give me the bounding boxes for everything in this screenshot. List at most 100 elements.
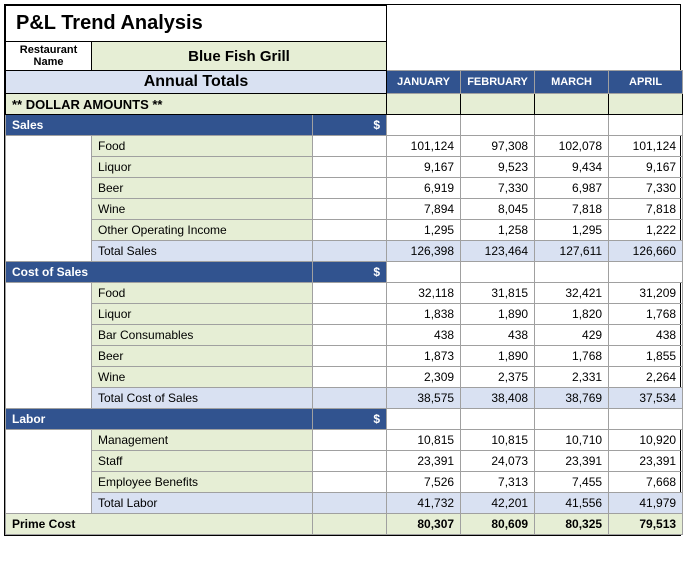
line-value: 7,526 <box>387 472 461 493</box>
line-label: Liquor <box>92 157 313 178</box>
pnl-table-wrap: P&L Trend Analysis Restaurant Name Blue … <box>4 4 681 536</box>
line-value: 1,873 <box>387 346 461 367</box>
line-value: 7,668 <box>609 472 683 493</box>
line-label: Wine <box>92 367 313 388</box>
line-value: 1,295 <box>387 220 461 241</box>
line-value: 1,768 <box>609 304 683 325</box>
line-value: 7,330 <box>609 178 683 199</box>
month-head: APRIL <box>609 71 683 94</box>
blank <box>609 262 683 283</box>
blank <box>313 388 387 409</box>
line-value: 10,815 <box>461 430 535 451</box>
blank <box>535 262 609 283</box>
blank <box>313 325 387 346</box>
line-value: 32,421 <box>535 283 609 304</box>
line-value: 1,838 <box>387 304 461 325</box>
line-value: 9,167 <box>387 157 461 178</box>
blank <box>313 472 387 493</box>
blank <box>535 115 609 136</box>
line-value: 10,815 <box>387 430 461 451</box>
subtotal-value: 126,398 <box>387 241 461 262</box>
line-value: 101,124 <box>609 136 683 157</box>
line-value: 1,855 <box>609 346 683 367</box>
blank <box>313 430 387 451</box>
line-label: Liquor <box>92 304 313 325</box>
line-value: 24,073 <box>461 451 535 472</box>
line-label: Food <box>92 136 313 157</box>
section-header: Sales <box>6 115 313 136</box>
line-value: 2,264 <box>609 367 683 388</box>
blank <box>461 409 535 430</box>
line-label: Staff <box>92 451 313 472</box>
line-value: 1,258 <box>461 220 535 241</box>
line-value: 2,375 <box>461 367 535 388</box>
subtotal-value: 41,556 <box>535 493 609 514</box>
blank <box>313 493 387 514</box>
blank <box>6 136 92 262</box>
section-header: Labor <box>6 409 313 430</box>
page-title: P&L Trend Analysis <box>6 6 387 42</box>
line-label: Beer <box>92 178 313 199</box>
subtotal-value: 37,534 <box>609 388 683 409</box>
blank <box>313 241 387 262</box>
blank <box>313 346 387 367</box>
dollar-amounts-label: ** DOLLAR AMOUNTS ** <box>6 94 387 115</box>
line-value: 23,391 <box>609 451 683 472</box>
line-label: Employee Benefits <box>92 472 313 493</box>
line-value: 9,523 <box>461 157 535 178</box>
blank <box>313 367 387 388</box>
line-value: 1,820 <box>535 304 609 325</box>
line-value: 438 <box>387 325 461 346</box>
line-value: 1,890 <box>461 346 535 367</box>
line-value: 7,894 <box>387 199 461 220</box>
subtotal-label: Total Sales <box>92 241 313 262</box>
blank <box>387 6 683 42</box>
line-value: 7,330 <box>461 178 535 199</box>
blank <box>461 94 535 115</box>
section-dollar-sign: $ <box>313 115 387 136</box>
subtotal-value: 126,660 <box>609 241 683 262</box>
line-label: Food <box>92 283 313 304</box>
blank <box>313 136 387 157</box>
line-value: 7,818 <box>535 199 609 220</box>
blank <box>313 451 387 472</box>
line-value: 23,391 <box>387 451 461 472</box>
line-value: 23,391 <box>535 451 609 472</box>
blank <box>387 94 461 115</box>
line-value: 7,818 <box>609 199 683 220</box>
subtotal-value: 38,575 <box>387 388 461 409</box>
line-value: 7,313 <box>461 472 535 493</box>
subtotal-value: 127,611 <box>535 241 609 262</box>
line-label: Other Operating Income <box>92 220 313 241</box>
blank <box>313 178 387 199</box>
prime-cost-value: 80,325 <box>535 514 609 535</box>
prime-cost-value: 80,609 <box>461 514 535 535</box>
blank <box>313 304 387 325</box>
line-value: 9,167 <box>609 157 683 178</box>
line-label: Wine <box>92 199 313 220</box>
restaurant-label: Restaurant Name <box>6 42 92 71</box>
line-value: 6,987 <box>535 178 609 199</box>
blank <box>6 283 92 409</box>
month-head: JANUARY <box>387 71 461 94</box>
line-value: 10,710 <box>535 430 609 451</box>
annual-totals-label: Annual Totals <box>6 71 387 94</box>
line-value: 9,434 <box>535 157 609 178</box>
line-value: 438 <box>461 325 535 346</box>
line-value: 7,455 <box>535 472 609 493</box>
blank <box>387 42 683 71</box>
line-value: 8,045 <box>461 199 535 220</box>
line-value: 31,209 <box>609 283 683 304</box>
line-value: 1,890 <box>461 304 535 325</box>
blank <box>461 262 535 283</box>
subtotal-value: 123,464 <box>461 241 535 262</box>
blank <box>6 430 92 514</box>
blank <box>461 115 535 136</box>
line-value: 31,815 <box>461 283 535 304</box>
line-label: Beer <box>92 346 313 367</box>
blank <box>609 409 683 430</box>
line-value: 429 <box>535 325 609 346</box>
prime-cost-value: 79,513 <box>609 514 683 535</box>
line-value: 10,920 <box>609 430 683 451</box>
line-value: 2,331 <box>535 367 609 388</box>
